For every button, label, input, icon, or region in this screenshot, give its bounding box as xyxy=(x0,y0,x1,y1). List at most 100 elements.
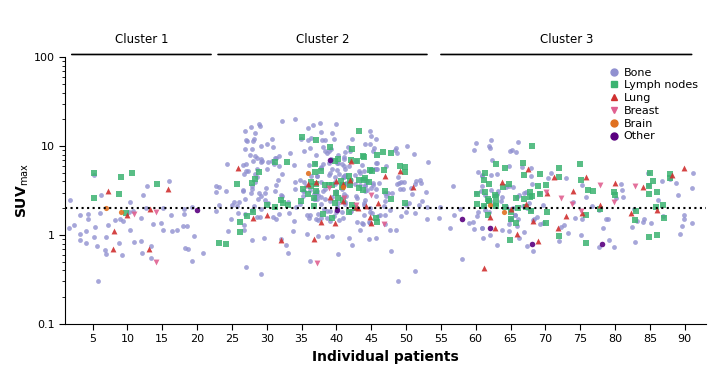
Point xyxy=(273,211,284,217)
Point xyxy=(626,224,637,230)
Point xyxy=(288,218,300,224)
Point xyxy=(657,213,669,219)
Point xyxy=(630,208,642,214)
Point xyxy=(370,136,382,142)
Point xyxy=(433,205,445,211)
Point xyxy=(294,198,306,204)
Point xyxy=(147,221,158,227)
Point xyxy=(361,187,372,193)
Point xyxy=(678,212,690,218)
Point xyxy=(95,210,107,216)
Point xyxy=(496,227,508,233)
Point xyxy=(183,246,194,252)
Point xyxy=(470,140,482,146)
Point xyxy=(271,155,282,161)
Point xyxy=(379,221,391,227)
Point xyxy=(308,195,320,201)
Point xyxy=(364,205,376,211)
Point xyxy=(480,192,491,198)
Point xyxy=(472,169,484,175)
Point xyxy=(277,200,289,206)
Point xyxy=(96,192,107,199)
Point xyxy=(324,218,336,224)
Point xyxy=(302,191,314,197)
Point xyxy=(495,198,507,204)
Point xyxy=(472,191,483,197)
Point xyxy=(283,210,294,216)
Point xyxy=(409,150,420,157)
Point xyxy=(534,190,546,197)
Point xyxy=(137,250,148,256)
Point xyxy=(310,191,322,197)
Point xyxy=(513,192,524,198)
Point xyxy=(357,153,369,159)
Point xyxy=(644,183,655,189)
Point xyxy=(302,181,313,187)
Point xyxy=(382,190,394,196)
Point xyxy=(574,160,585,166)
Point xyxy=(323,182,335,188)
Point xyxy=(300,183,312,189)
Point xyxy=(247,207,258,213)
Point xyxy=(485,137,497,143)
Point xyxy=(177,223,189,229)
Point xyxy=(333,156,344,162)
Point xyxy=(485,187,497,193)
Point xyxy=(296,133,307,139)
Point xyxy=(471,213,482,219)
Point xyxy=(101,251,112,257)
Point xyxy=(374,212,386,218)
Point xyxy=(356,176,368,182)
Point xyxy=(309,161,320,167)
Point xyxy=(368,145,379,151)
Point xyxy=(520,201,531,207)
Point xyxy=(225,216,237,222)
Point xyxy=(310,179,322,185)
Point xyxy=(80,240,91,247)
Point xyxy=(521,243,533,249)
Point xyxy=(594,206,606,212)
Point xyxy=(491,161,503,167)
Point xyxy=(251,214,263,220)
Point xyxy=(289,179,301,185)
Point xyxy=(608,199,620,205)
Point xyxy=(107,246,119,252)
Point xyxy=(246,146,258,152)
Point xyxy=(343,163,355,169)
Point xyxy=(511,223,523,229)
Point xyxy=(108,228,120,234)
Point xyxy=(253,170,265,176)
Point xyxy=(239,146,251,152)
Point xyxy=(575,232,586,239)
Point xyxy=(483,198,495,204)
Point xyxy=(326,194,338,200)
Point xyxy=(268,214,279,220)
Point xyxy=(580,174,592,180)
Point xyxy=(239,211,251,217)
Point xyxy=(315,215,327,221)
Point xyxy=(370,235,382,241)
Point xyxy=(214,202,225,208)
Point xyxy=(541,220,552,226)
Point xyxy=(268,161,279,167)
Point xyxy=(513,205,524,211)
Point xyxy=(363,219,374,226)
Point xyxy=(273,153,284,159)
Point xyxy=(490,194,502,200)
Point xyxy=(603,237,615,243)
Point xyxy=(504,206,516,212)
Point xyxy=(364,220,376,226)
Point xyxy=(359,183,371,189)
Point xyxy=(256,156,267,162)
Point xyxy=(492,188,503,194)
Point xyxy=(445,224,456,231)
Point xyxy=(74,237,86,243)
Point xyxy=(345,157,356,163)
Point xyxy=(358,200,369,206)
Point xyxy=(274,163,285,169)
Point xyxy=(586,203,598,209)
Point xyxy=(351,158,363,164)
Point xyxy=(526,194,538,200)
Point xyxy=(320,186,331,192)
Point xyxy=(312,211,324,217)
